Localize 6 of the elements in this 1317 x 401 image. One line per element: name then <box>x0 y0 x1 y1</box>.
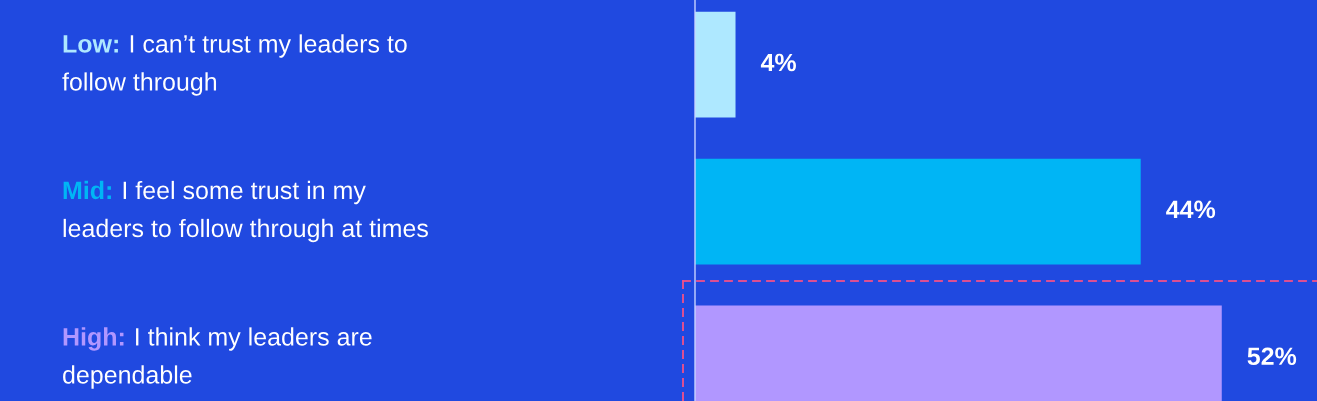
data-label: 52% <box>1247 347 1297 366</box>
data-label: 44% <box>1166 200 1216 219</box>
y-tick-label: Mid: I feel some trust in my leaders to follow through at times <box>63 180 428 243</box>
y-tick-label: High: I think my leaders are dependable <box>63 327 372 389</box>
y-tick-label: Low: I can’t trust my leaders to follow through <box>62 34 407 96</box>
data-label: 4% <box>760 53 796 72</box>
